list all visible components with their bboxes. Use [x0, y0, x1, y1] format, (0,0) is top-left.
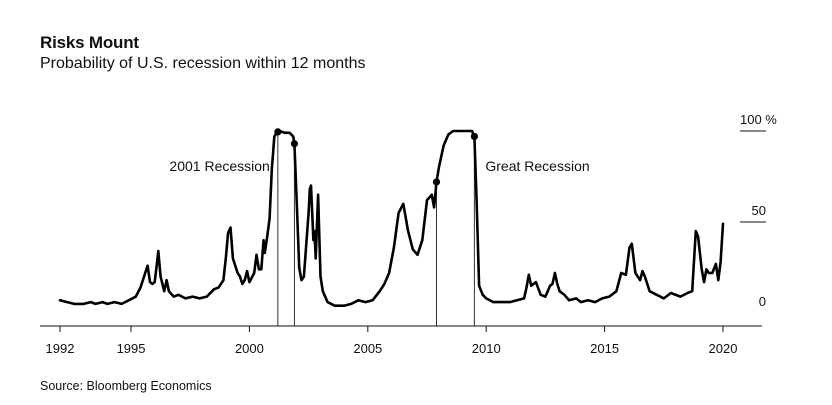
x-tick-label: 2000: [235, 341, 264, 356]
chart-source: Source: Bloomberg Economics: [40, 379, 212, 393]
x-tick-label: 2005: [353, 341, 382, 356]
x-tick-label: 2015: [590, 341, 619, 356]
recession-point: [432, 178, 441, 186]
recession-annotations: 2001 Recession Great Recession: [169, 131, 590, 326]
recession-label: 2001 Recession: [169, 158, 269, 174]
x-tick-label: 2020: [709, 341, 738, 356]
x-axis: 1992 1995 2000 2005 2010 2015 2020: [40, 325, 762, 356]
x-tick-label: 1992: [46, 341, 75, 356]
recession-point: [290, 140, 299, 148]
recession-label: Great Recession: [485, 158, 589, 174]
series-layer: [58, 129, 725, 307]
recession-point: [274, 128, 282, 136]
recession-point: [470, 132, 478, 141]
y-tick-label: 100 %: [740, 112, 777, 127]
y-axis: 0 50 100 %: [740, 112, 777, 309]
chart-subtitle: Probability of U.S. recession within 12 …: [40, 55, 366, 72]
chart-title: Risks Mount: [40, 33, 139, 52]
marker-layer: [274, 128, 478, 186]
y-tick-label: 0: [759, 294, 766, 309]
x-tick-label: 1995: [117, 341, 146, 356]
y-tick-label: 50: [752, 203, 766, 218]
x-tick-label: 2010: [472, 341, 501, 356]
recession-probability-line: [58, 129, 725, 307]
